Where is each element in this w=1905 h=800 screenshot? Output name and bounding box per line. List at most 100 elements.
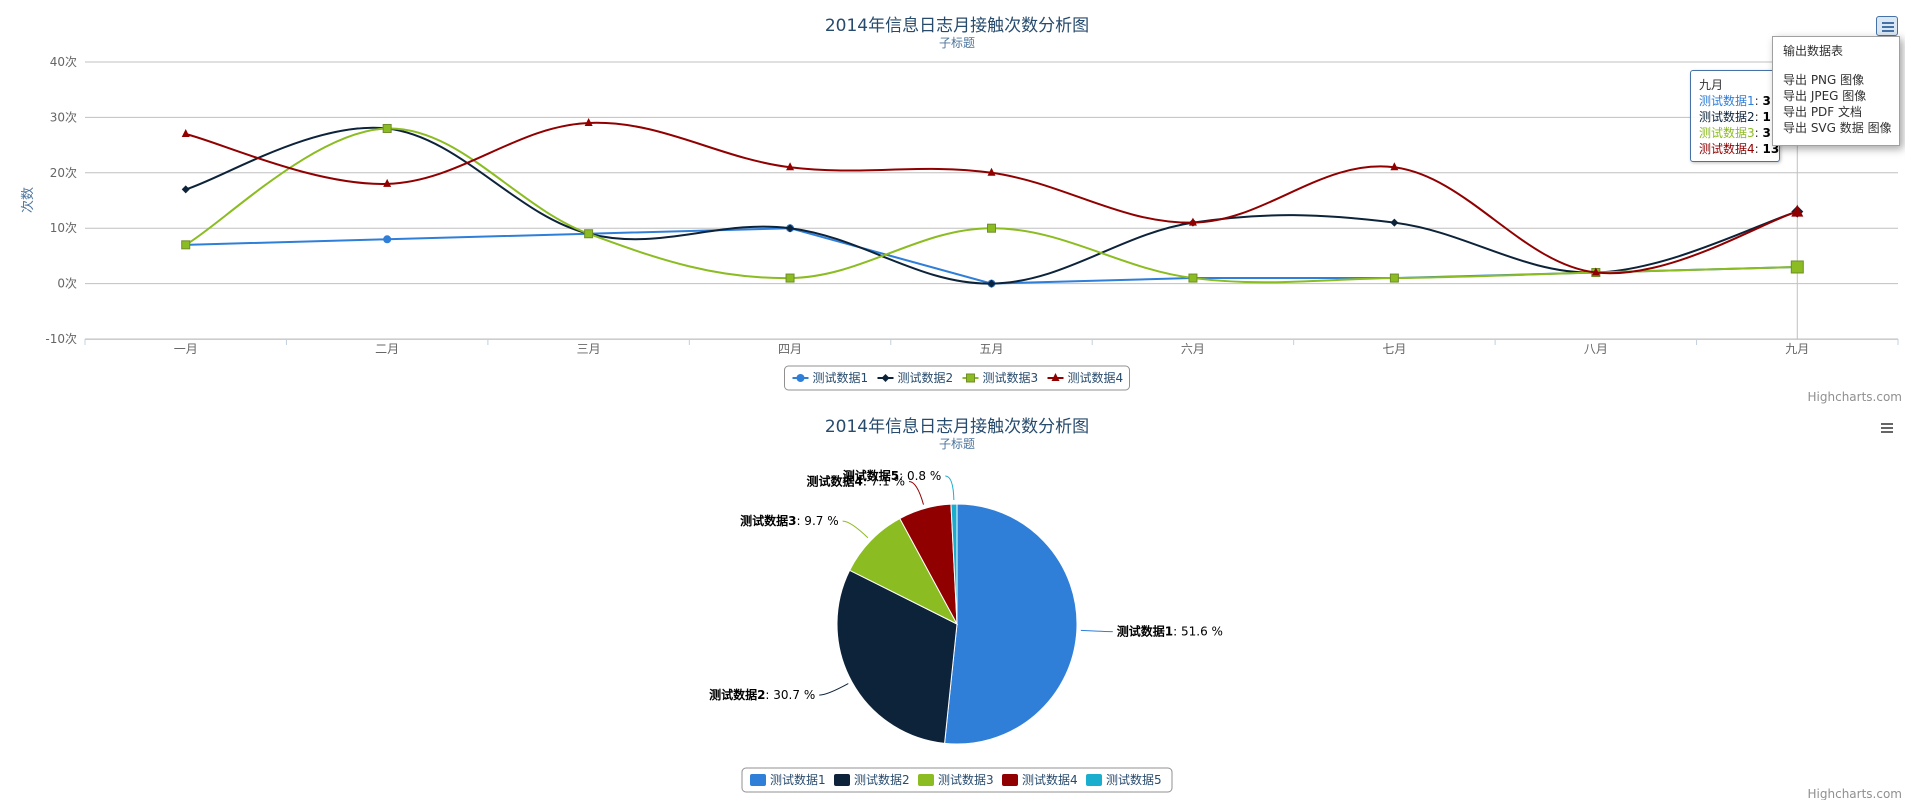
data-point[interactable] xyxy=(1791,204,1804,217)
hamburger-menu-icon xyxy=(1882,22,1894,24)
data-point[interactable] xyxy=(181,129,190,138)
data-point[interactable] xyxy=(1390,218,1399,227)
data-point[interactable] xyxy=(786,162,795,171)
legend-item[interactable]: 测试数据3 xyxy=(962,370,1039,385)
data-point[interactable] xyxy=(1390,162,1399,171)
pie-slice[interactable] xyxy=(950,503,958,625)
legend-label: 测试数据1 xyxy=(770,772,826,787)
hamburger-menu-icon-bar xyxy=(1881,431,1893,433)
pie-connector xyxy=(819,683,849,696)
legend-marker-symbol xyxy=(1051,373,1060,381)
legend-box xyxy=(741,767,1173,793)
data-point[interactable] xyxy=(584,229,594,239)
pie-connector xyxy=(842,520,869,539)
data-point[interactable] xyxy=(1591,267,1600,276)
export-menu-item-pdf[interactable]: 导出 PDF 文档 xyxy=(1783,105,1863,119)
x-tick-label: 八月 xyxy=(1584,342,1608,356)
legend-swatch xyxy=(834,774,850,786)
x-tick-label: 五月 xyxy=(979,342,1003,356)
series-line[interactable] xyxy=(185,227,1798,285)
data-point[interactable] xyxy=(1188,217,1197,226)
legend-item[interactable]: 测试数据2 xyxy=(877,370,954,385)
export-menu: 输出数据表 导出 PNG 图像 导出 JPEG 图像 导出 PDF 文档 导出 … xyxy=(1772,36,1900,146)
tooltip-series-name: 测试数据1 xyxy=(1699,94,1755,108)
data-point[interactable] xyxy=(987,279,996,288)
x-tick-label: 二月 xyxy=(375,342,399,356)
y-tick-label: 30次 xyxy=(50,110,77,124)
legend-label: 测试数据3 xyxy=(938,772,994,787)
legend-item[interactable]: 测试数据1 xyxy=(750,772,826,787)
data-point[interactable] xyxy=(785,273,795,283)
legend-swatch xyxy=(1002,774,1018,786)
data-point[interactable] xyxy=(987,223,996,233)
pie-chart: 2014年信息日志月接触次数分析图 子标题 测试数据1: 51.6 % 测试数据2… xyxy=(709,417,1902,800)
legend-marker-symbol xyxy=(966,373,975,383)
data-point[interactable] xyxy=(382,123,392,133)
pie-data-label: 测试数据2: 30.7 % xyxy=(709,687,815,702)
pie-connector xyxy=(1080,629,1113,633)
hamburger-menu-icon-bar xyxy=(1882,30,1894,32)
data-point[interactable] xyxy=(786,224,795,233)
pie-credits[interactable]: Highcharts.com xyxy=(1808,787,1902,800)
line-grid xyxy=(85,61,1898,340)
legend-label: 测试数据5 xyxy=(1106,772,1162,787)
x-tick-label: 四月 xyxy=(778,342,802,356)
line-chart-title: 2014年信息日志月接触次数分析图 xyxy=(825,16,1089,36)
data-point[interactable] xyxy=(987,167,996,176)
legend-swatch xyxy=(1086,774,1102,786)
y-tick-label: 20次 xyxy=(50,166,77,180)
line-export-menu-button[interactable] xyxy=(1876,16,1898,36)
pie-slice[interactable] xyxy=(836,569,958,744)
legend-label: 测试数据4 xyxy=(1022,772,1078,787)
x-tick-label: 九月 xyxy=(1785,342,1809,356)
data-point[interactable] xyxy=(1790,260,1804,274)
data-point[interactable] xyxy=(1389,273,1399,283)
data-point[interactable] xyxy=(383,178,392,187)
legend-item[interactable]: 测试数据5 xyxy=(1086,772,1162,787)
tooltip-series-name: 测试数据2 xyxy=(1699,110,1755,124)
data-point[interactable] xyxy=(383,235,392,244)
data-point[interactable] xyxy=(584,117,593,126)
legend-box xyxy=(784,365,1130,391)
tooltip-header: 九月 xyxy=(1699,78,1724,92)
export-menu-item-jpeg[interactable]: 导出 JPEG 图像 xyxy=(1783,89,1867,103)
legend-item[interactable]: 测试数据3 xyxy=(918,772,994,787)
pie-export-menu-button[interactable] xyxy=(1876,418,1898,438)
tooltip-row: 测试数据2: 1 xyxy=(1699,110,1771,124)
legend-label: 测试数据4 xyxy=(1068,370,1124,385)
pie-slice[interactable] xyxy=(849,517,959,626)
legend-item[interactable]: 测试数据4 xyxy=(1047,370,1124,385)
legend-swatch xyxy=(750,774,766,786)
export-menu-item-data-table[interactable]: 输出数据表 xyxy=(1783,44,1844,58)
x-tick-label: 六月 xyxy=(1181,342,1205,356)
tooltip-series-value: 3 xyxy=(1762,126,1771,140)
legend-item[interactable]: 测试数据1 xyxy=(792,370,869,385)
tooltip-series-value: 3 xyxy=(1762,94,1771,108)
legend-swatch xyxy=(918,774,934,786)
y-tick-label: 40次 xyxy=(50,55,77,69)
pie-slice[interactable] xyxy=(944,503,1078,745)
pie-data-label: 测试数据4: 7.1 % xyxy=(806,474,905,489)
hamburger-menu-icon xyxy=(1881,423,1893,425)
export-menu-item-svg[interactable]: 导出 SVG 数据 图像 xyxy=(1783,121,1892,135)
export-menu-item-png[interactable]: 导出 PNG 图像 xyxy=(1783,73,1865,87)
pie-data-label: 测试数据5: 0.8 % xyxy=(843,468,942,483)
legend-label: 测试数据3 xyxy=(983,370,1039,385)
pie-data-label: 测试数据3: 9.7 % xyxy=(740,513,839,528)
pie-labels-group: 测试数据1: 51.6 % 测试数据2: 30.7 % 测试数据3: 9.7 % 测试… xyxy=(709,468,1223,702)
pie-connector xyxy=(945,475,955,501)
x-tick-label: 三月 xyxy=(577,342,601,356)
line-chart: 2014年信息日志月接触次数分析图 子标题 次数 -10次 0次 10次 20次 30次… xyxy=(20,16,1902,404)
data-point[interactable] xyxy=(1188,273,1198,283)
legend-marker-symbol xyxy=(796,374,805,382)
legend-marker-symbol xyxy=(881,374,890,382)
legend-item[interactable]: 测试数据2 xyxy=(834,772,910,787)
data-point[interactable] xyxy=(181,240,191,250)
pie-chart-subtitle: 子标题 xyxy=(939,437,975,451)
legend-item[interactable]: 测试数据4 xyxy=(1002,772,1078,787)
series-line[interactable] xyxy=(185,121,1798,275)
line-credits[interactable]: Highcharts.com xyxy=(1808,390,1902,404)
data-point[interactable] xyxy=(181,185,190,194)
